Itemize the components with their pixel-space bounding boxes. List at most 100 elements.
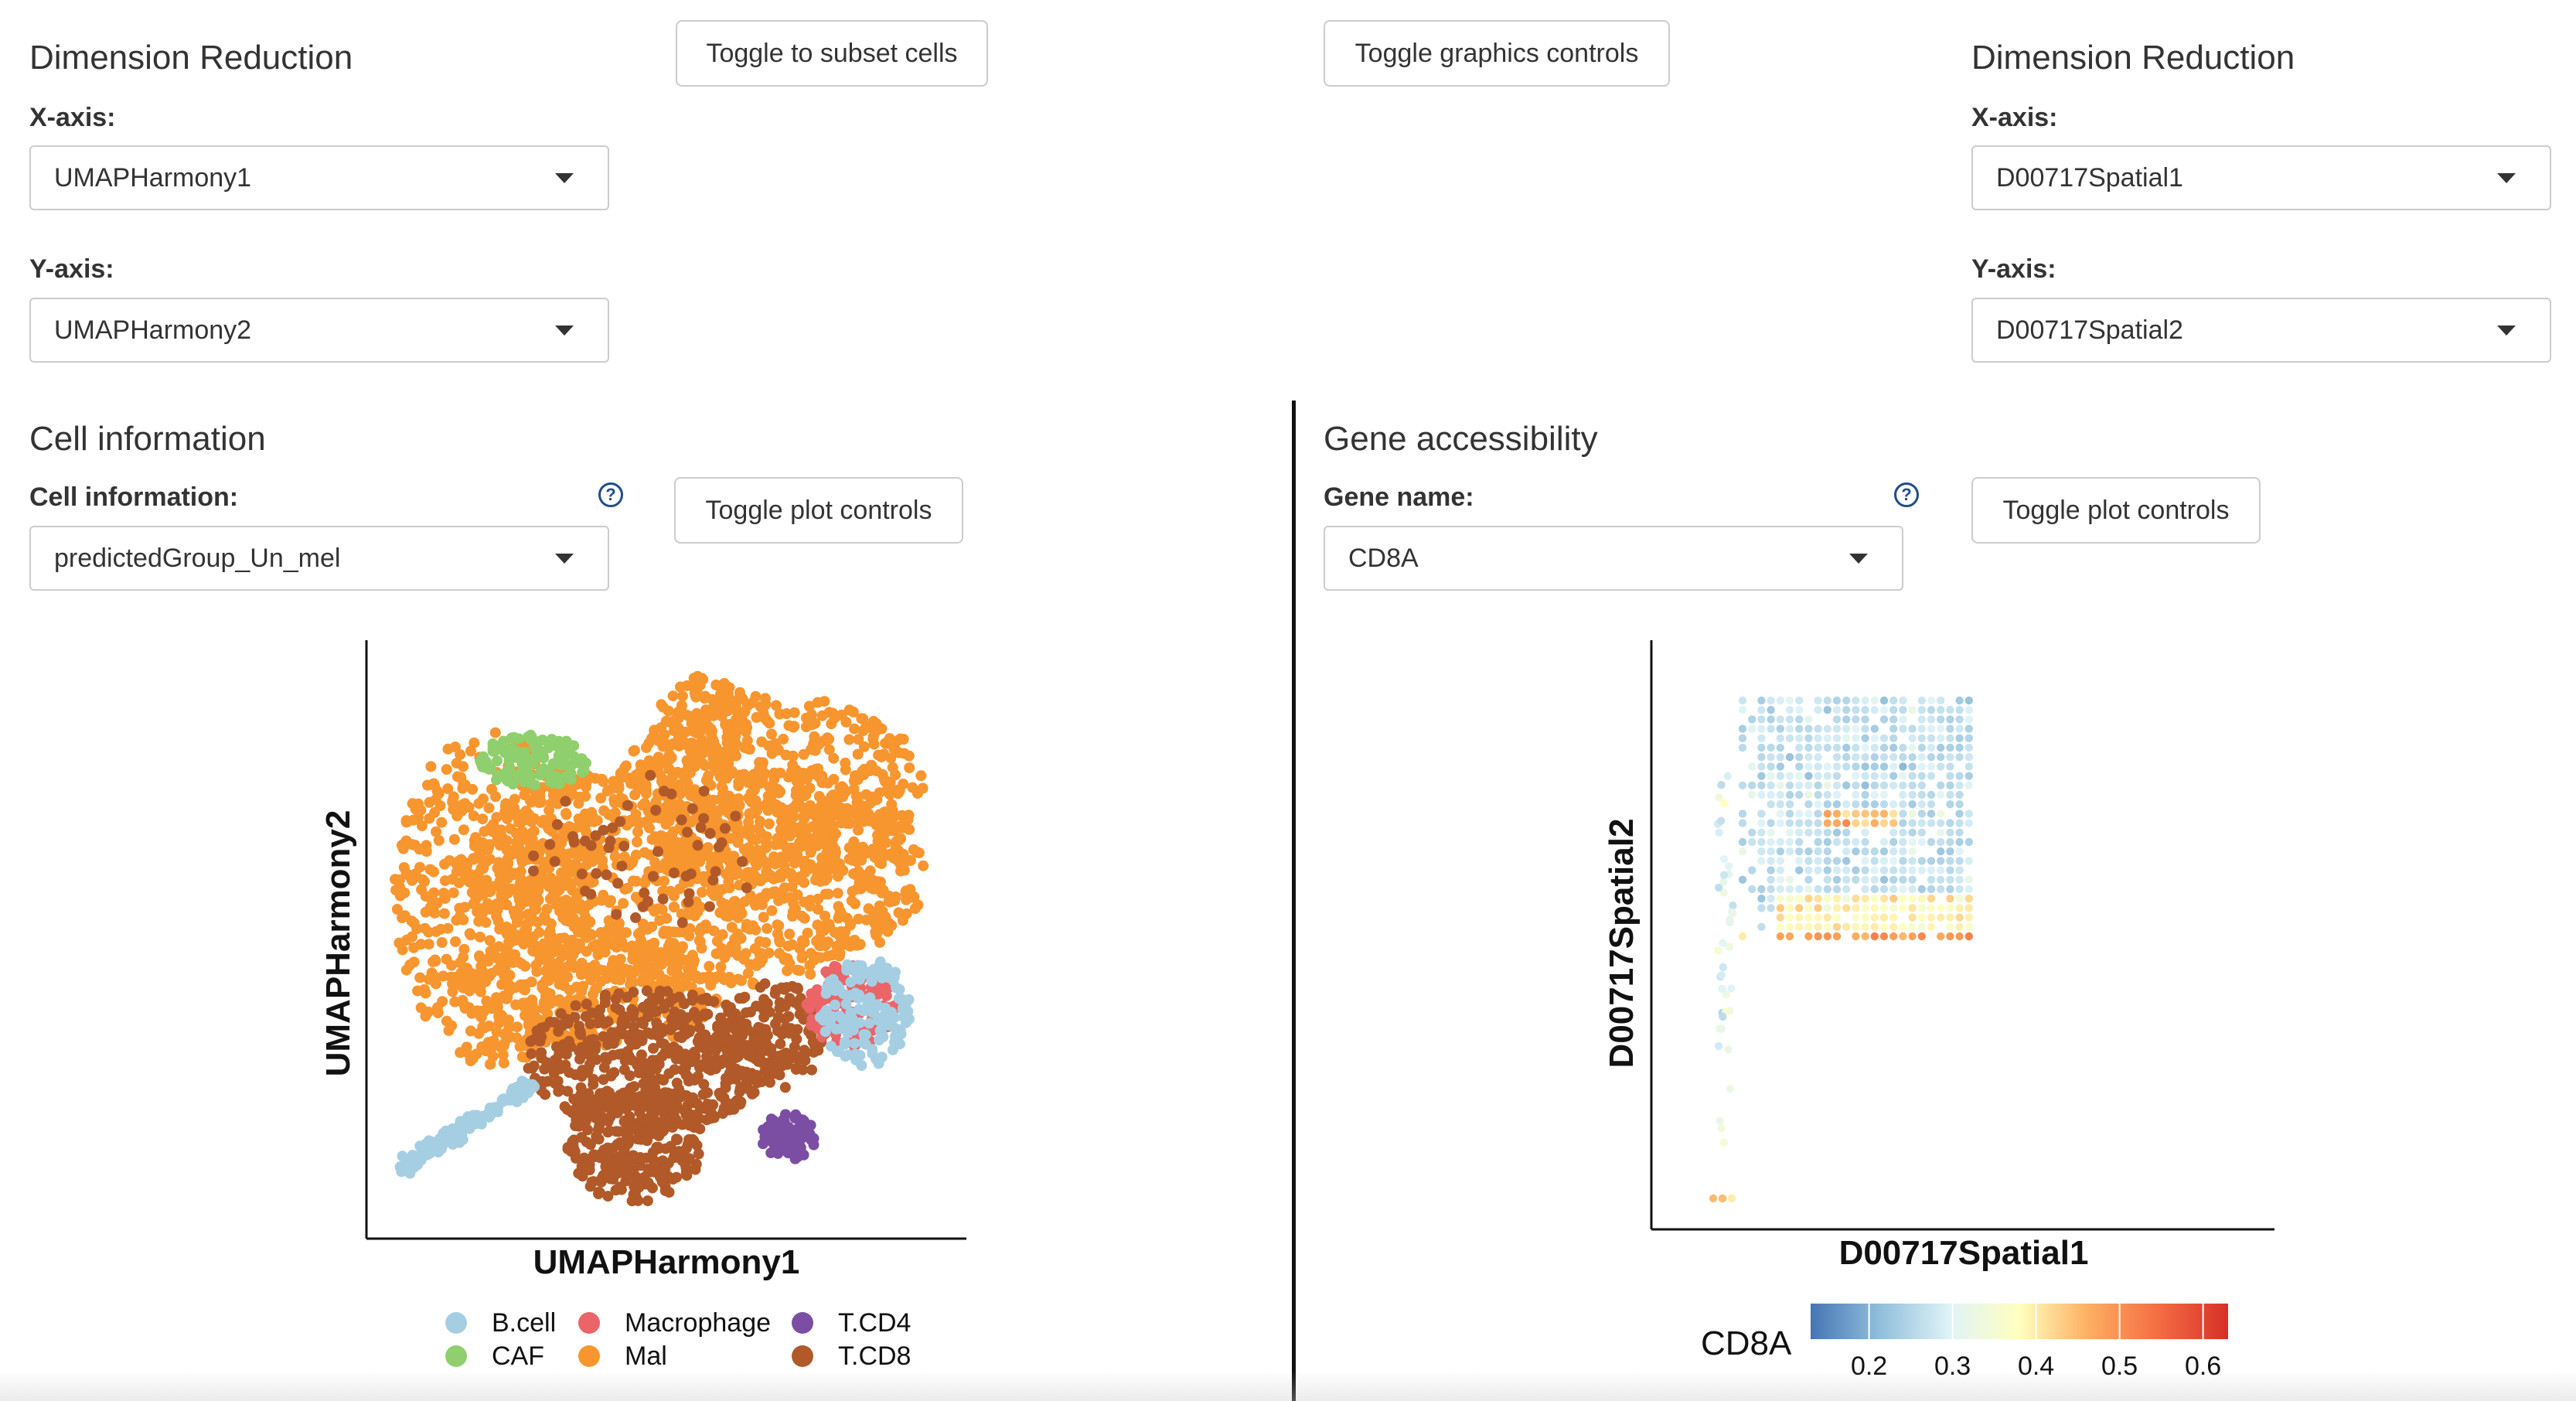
spatial-spot bbox=[1757, 706, 1766, 714]
spatial-spot bbox=[1795, 734, 1804, 742]
spatial-spot bbox=[1964, 734, 1973, 742]
mal-point bbox=[513, 841, 525, 853]
mal-point bbox=[625, 816, 636, 828]
spatial-spot bbox=[1748, 781, 1757, 789]
mal-point bbox=[763, 818, 775, 830]
mal-point bbox=[752, 894, 764, 905]
spatial-spot bbox=[1757, 828, 1766, 837]
mal-point bbox=[759, 856, 771, 868]
mal-point bbox=[654, 915, 666, 926]
tcd8-point bbox=[728, 1103, 740, 1115]
mal-point bbox=[692, 906, 704, 918]
mal-point bbox=[581, 810, 593, 822]
spatial-spot bbox=[1738, 837, 1747, 847]
mal-point bbox=[643, 738, 655, 749]
mal-point bbox=[766, 728, 777, 740]
tcd8-point bbox=[666, 1122, 678, 1133]
tcd8-point bbox=[528, 865, 539, 877]
spatial-spot bbox=[1889, 724, 1898, 733]
spatial-spot bbox=[1814, 800, 1822, 809]
tcd8-point bbox=[669, 1006, 680, 1018]
question-circle-icon[interactable]: ? bbox=[1894, 482, 1919, 507]
spatial-spot bbox=[1804, 762, 1813, 771]
spatial-spot bbox=[1870, 810, 1879, 818]
spatial-spot bbox=[1879, 866, 1889, 874]
bcell-point bbox=[484, 1103, 496, 1113]
mal-point bbox=[526, 827, 537, 839]
spatial-spot bbox=[1899, 895, 1907, 903]
spatial-spot bbox=[1795, 922, 1804, 932]
mal-point bbox=[662, 975, 673, 987]
cell-info-select[interactable]: predictedGroup_Un_mel bbox=[29, 526, 609, 591]
spatial-spot bbox=[1879, 932, 1889, 941]
mal-point bbox=[710, 753, 722, 765]
y-axis-select-left[interactable]: UMAPHarmony2 bbox=[29, 298, 609, 363]
mal-point bbox=[874, 809, 885, 820]
mal-point bbox=[641, 964, 653, 976]
tcd8-point bbox=[731, 1030, 743, 1041]
mal-point bbox=[503, 1031, 515, 1043]
gene-name-select[interactable]: CD8A bbox=[1324, 526, 1903, 591]
mal-point bbox=[478, 793, 489, 805]
spatial-spot bbox=[1955, 828, 1964, 837]
spatial-spot bbox=[1795, 753, 1804, 762]
spatial-spot bbox=[1842, 828, 1851, 837]
mal-point bbox=[715, 961, 727, 973]
question-circle-icon[interactable]: ? bbox=[598, 482, 623, 507]
mal-point bbox=[878, 748, 890, 760]
mal-point bbox=[690, 896, 702, 908]
spatial-spot bbox=[1879, 875, 1889, 885]
spatial-spot bbox=[1767, 875, 1775, 885]
spatial-spot bbox=[1899, 762, 1907, 771]
spatial-spot bbox=[1917, 715, 1926, 724]
spatial-spot bbox=[1785, 932, 1794, 941]
spatial-spot bbox=[1776, 696, 1784, 705]
mal-point bbox=[520, 997, 532, 1009]
spatial-spot bbox=[1832, 913, 1842, 922]
y-axis-label-left: Y-axis: bbox=[29, 254, 114, 284]
spatial-y-axis-title: D00717Spatial2 bbox=[1603, 819, 1641, 1069]
legend-key-caf bbox=[445, 1345, 467, 1367]
legend-key-bcell bbox=[445, 1312, 467, 1334]
spatial-spot bbox=[1709, 1194, 1718, 1203]
mal-point bbox=[453, 855, 465, 867]
spatial-spot bbox=[1889, 847, 1898, 856]
mal-point bbox=[407, 814, 419, 826]
toggle-plot-controls-button-right[interactable]: Toggle plot controls bbox=[1971, 477, 2261, 544]
tcd8-point bbox=[615, 816, 626, 827]
spatial-spot bbox=[1814, 724, 1822, 733]
mal-point bbox=[680, 737, 691, 748]
spatial-spot bbox=[1937, 885, 1945, 894]
tcd8-point bbox=[676, 1119, 688, 1130]
spatial-spot bbox=[1785, 790, 1794, 799]
mal-point bbox=[473, 915, 485, 927]
toggle-graphics-button[interactable]: Toggle graphics controls bbox=[1324, 20, 1670, 87]
bcell-point bbox=[819, 1026, 831, 1038]
tcd8-point bbox=[599, 997, 611, 1008]
mal-point bbox=[689, 687, 700, 699]
mal-point bbox=[819, 910, 831, 922]
mal-point bbox=[628, 745, 639, 757]
spatial-spot bbox=[1879, 734, 1889, 742]
mal-point bbox=[794, 965, 806, 977]
mal-point bbox=[606, 966, 618, 977]
y-axis-select-right[interactable]: D00717Spatial2 bbox=[1971, 298, 2551, 363]
spatial-spot bbox=[1937, 875, 1945, 885]
spatial-spot bbox=[1955, 781, 1964, 789]
bcell-point bbox=[818, 1008, 830, 1020]
spatial-spot bbox=[1748, 866, 1757, 874]
spatial-spot bbox=[1927, 743, 1936, 752]
tcd8-point bbox=[584, 1058, 595, 1070]
spatial-spot bbox=[1804, 715, 1813, 724]
spatial-spot bbox=[1823, 781, 1831, 789]
x-axis-select-left[interactable]: UMAPHarmony1 bbox=[29, 145, 609, 210]
toggle-plot-controls-button-left[interactable]: Toggle plot controls bbox=[674, 477, 963, 544]
caf-point bbox=[489, 745, 501, 757]
mal-point bbox=[667, 770, 679, 782]
bcell-point bbox=[901, 1017, 911, 1028]
mal-point bbox=[848, 868, 859, 880]
toggle-subset-button[interactable]: Toggle to subset cells bbox=[676, 20, 988, 87]
spatial-spot bbox=[1852, 875, 1860, 885]
spatial-spot bbox=[1748, 837, 1757, 847]
x-axis-select-right[interactable]: D00717Spatial1 bbox=[1971, 145, 2551, 210]
